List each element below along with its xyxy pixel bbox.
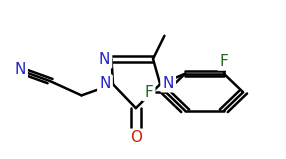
Text: N: N — [162, 76, 174, 91]
Text: F: F — [144, 85, 154, 100]
Text: N: N — [99, 52, 110, 67]
Text: N: N — [99, 76, 111, 91]
Text: N: N — [162, 76, 174, 91]
Text: F: F — [219, 54, 228, 69]
Text: F: F — [144, 85, 153, 100]
Text: N: N — [99, 76, 111, 91]
Text: N: N — [14, 62, 26, 77]
Text: N: N — [14, 62, 26, 77]
Text: O: O — [129, 130, 142, 145]
Text: F: F — [219, 54, 229, 69]
Text: O: O — [130, 130, 142, 145]
Text: N: N — [98, 52, 111, 67]
